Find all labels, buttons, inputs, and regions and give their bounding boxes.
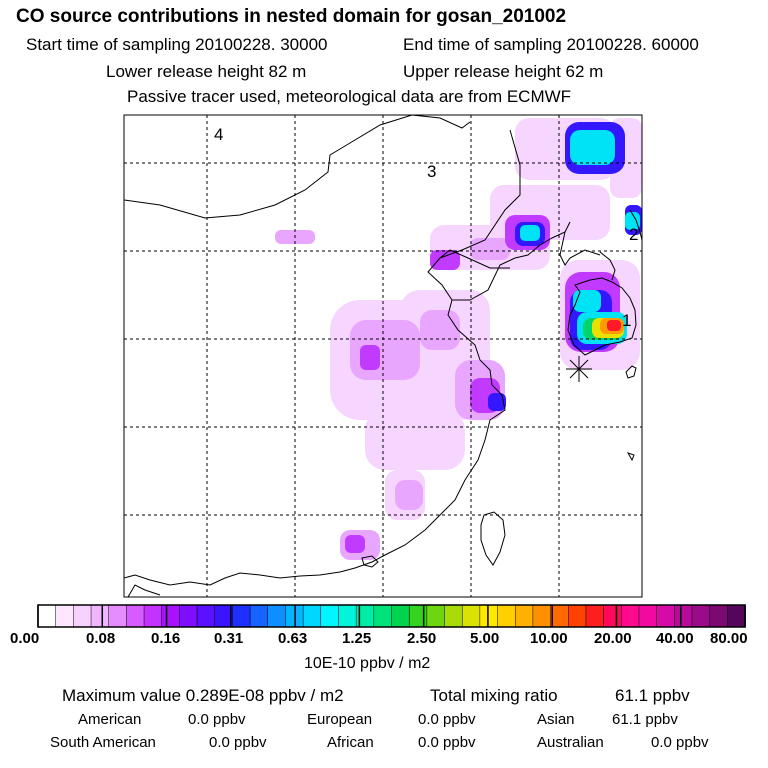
colorbar-label-8: 10.00 <box>530 630 568 647</box>
figure-title: CO source contributions in nested domain… <box>16 6 567 27</box>
colorbar-swatch <box>461 604 481 628</box>
colorbar-label-9: 20.00 <box>594 630 632 647</box>
map-figure: 1 2 3 4 <box>37 114 746 628</box>
lower-release-height: Lower release height 82 m <box>106 62 307 81</box>
colorbar-label-6: 2.50 <box>407 630 437 647</box>
region-value-american: 0.0 ppbv <box>188 711 246 728</box>
region-value-asian: 61.1 ppbv <box>612 711 678 728</box>
colorbar <box>37 604 746 628</box>
colorbar-swatch <box>108 604 128 628</box>
colorbar-swatch <box>691 604 711 628</box>
colorbar-swatch <box>621 604 640 628</box>
colorbar-swatch <box>674 604 693 628</box>
colorbar-swatch <box>408 604 428 628</box>
colorbar-swatch <box>426 604 446 628</box>
region-name-australian: Australian <box>537 734 604 751</box>
upper-release-height: Upper release height 62 m <box>403 62 604 81</box>
colorbar-swatch <box>267 604 287 628</box>
colorbar-swatch <box>179 604 198 628</box>
concentration-field <box>275 118 642 560</box>
colorbar-swatch <box>161 604 181 628</box>
colorbar-swatch <box>196 604 216 628</box>
region-label-4: 4 <box>214 125 223 144</box>
colorbar-swatch <box>391 604 410 628</box>
region-name-african: African <box>327 734 374 751</box>
colorbar-label-2: 0.16 <box>151 630 181 647</box>
colorbar-swatch <box>514 604 534 628</box>
colorbar-label-4: 0.63 <box>278 630 308 647</box>
colorbar-label-1: 0.08 <box>86 630 116 647</box>
receptor-asterisk-icon <box>566 356 592 382</box>
region-label-2: 2 <box>629 225 638 244</box>
colorbar-ticks <box>37 605 746 627</box>
colorbar-swatch <box>126 604 145 628</box>
colorbar-unit-label: 10E-10 ppbv / m2 <box>304 655 431 672</box>
colorbar-swatch <box>249 604 269 628</box>
colorbar-swatch <box>727 604 746 628</box>
colorbar-swatch <box>497 604 516 628</box>
colorbar-label-10: 40.00 <box>656 630 694 647</box>
colorbar-swatch <box>656 604 676 628</box>
lat-lon-grid <box>124 115 642 597</box>
start-time-label: Start time of sampling 20100228. 30000 <box>26 35 328 54</box>
colorbar-swatch <box>550 604 570 628</box>
colorbar-swatch <box>479 604 499 628</box>
colorbar-swatch <box>143 604 163 628</box>
colorbar-swatch <box>232 604 251 628</box>
colorbar-label-11: 80.00 <box>710 630 748 647</box>
colorbar-swatch <box>55 604 75 628</box>
region-name-south-american: South American <box>50 734 156 751</box>
colorbar-swatch <box>338 604 357 628</box>
colorbar-swatch <box>709 604 729 628</box>
region-label-1: 1 <box>622 311 631 330</box>
coastlines <box>124 115 642 597</box>
region-value-australian: 0.0 ppbv <box>651 734 709 751</box>
colorbar-label-7: 5.00 <box>470 630 500 647</box>
max-value-label: Maximum value 0.289E-08 ppbv / m2 <box>62 686 344 705</box>
colorbar-swatch <box>320 604 340 628</box>
colorbar-label-0: 0.00 <box>10 630 40 647</box>
total-mixing-label: Total mixing ratio <box>430 686 558 705</box>
colorbar-swatch <box>302 604 322 628</box>
map-frame <box>123 114 643 598</box>
colorbar-swatch <box>373 604 393 628</box>
region-value-south-american: 0.0 ppbv <box>209 734 267 751</box>
region-value-european: 0.0 ppbv <box>418 711 476 728</box>
region-name-asian: Asian <box>537 711 575 728</box>
colorbar-label-5: 1.25 <box>342 630 372 647</box>
colorbar-swatch <box>568 604 587 628</box>
region-value-african: 0.0 ppbv <box>418 734 476 751</box>
region-name-american: American <box>78 711 142 728</box>
colorbar-label-3: 0.31 <box>214 630 244 647</box>
colorbar-swatch <box>638 604 658 628</box>
colorbar-swatch <box>90 604 110 628</box>
region-name-european: European <box>307 711 373 728</box>
colorbar-swatch <box>532 604 552 628</box>
colorbar-swatch <box>585 604 605 628</box>
total-mixing-value: 61.1 ppbv <box>615 686 690 705</box>
end-time-label: End time of sampling 20100228. 60000 <box>403 35 699 54</box>
colorbar-swatch <box>73 604 92 628</box>
colorbar-swatch <box>444 604 463 628</box>
colorbar-swatch <box>37 604 57 628</box>
region-label-3: 3 <box>427 162 436 181</box>
tracer-note: Passive tracer used, meteorological data… <box>127 87 572 106</box>
colorbar-swatch <box>603 604 623 628</box>
